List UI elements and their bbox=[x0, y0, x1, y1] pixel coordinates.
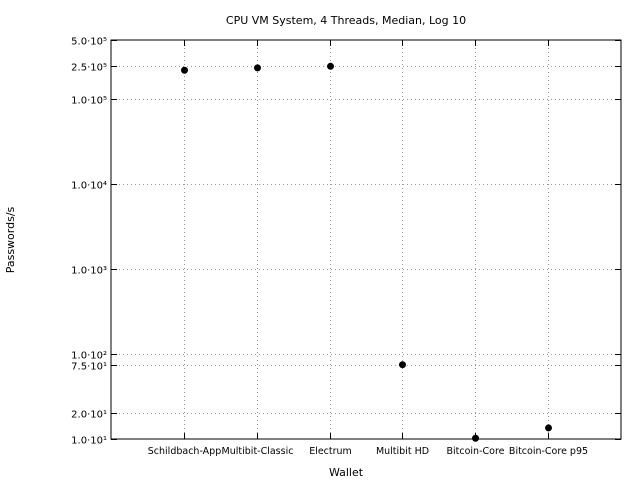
data-points bbox=[181, 62, 552, 442]
y-tick-label: 1.0·10³ bbox=[71, 266, 107, 277]
y-tick-label: 1.0·10¹ bbox=[71, 436, 107, 447]
y-axis-label: Passwords/s bbox=[4, 206, 17, 273]
data-point bbox=[472, 434, 479, 442]
plot-area bbox=[110, 39, 622, 440]
x-tick-label: Multibit-Classic bbox=[222, 446, 294, 457]
x-tick-label: Multibit HD bbox=[376, 446, 429, 457]
y-tick-label: 1.0·10² bbox=[71, 351, 107, 362]
y-tick-label: 1.0·10⁴ bbox=[71, 181, 107, 192]
y-tick-label: 1.0·10⁵ bbox=[71, 96, 107, 107]
data-point bbox=[181, 66, 188, 74]
y-tick-label: 5.0·10⁵ bbox=[71, 37, 107, 48]
y-tick-label: 2.5·10⁵ bbox=[71, 63, 107, 74]
x-axis-label: Wallet bbox=[329, 466, 364, 479]
grid bbox=[111, 40, 621, 439]
x-tick-label: Schildbach-App bbox=[148, 446, 221, 457]
x-tick-label: Electrum bbox=[309, 446, 352, 457]
x-tick-label: Bitcoin-Core p95 bbox=[509, 446, 588, 457]
chart-title: CPU VM System, 4 Threads, Median, Log 10 bbox=[226, 14, 466, 27]
data-point bbox=[399, 361, 406, 369]
data-point bbox=[254, 64, 261, 72]
y-tick-label: 7.5·10¹ bbox=[71, 362, 107, 373]
y-tick-label: 2.0·10¹ bbox=[71, 410, 107, 421]
data-point bbox=[545, 424, 552, 432]
data-point bbox=[327, 62, 334, 70]
x-tick-label: Bitcoin-Core bbox=[447, 446, 505, 457]
axis-ticks: 5.0·10⁵ 2.5·10⁵ 1.0·10⁵ 1.0·10⁴ 1.0·10³ 1.0·1… bbox=[71, 37, 621, 457]
